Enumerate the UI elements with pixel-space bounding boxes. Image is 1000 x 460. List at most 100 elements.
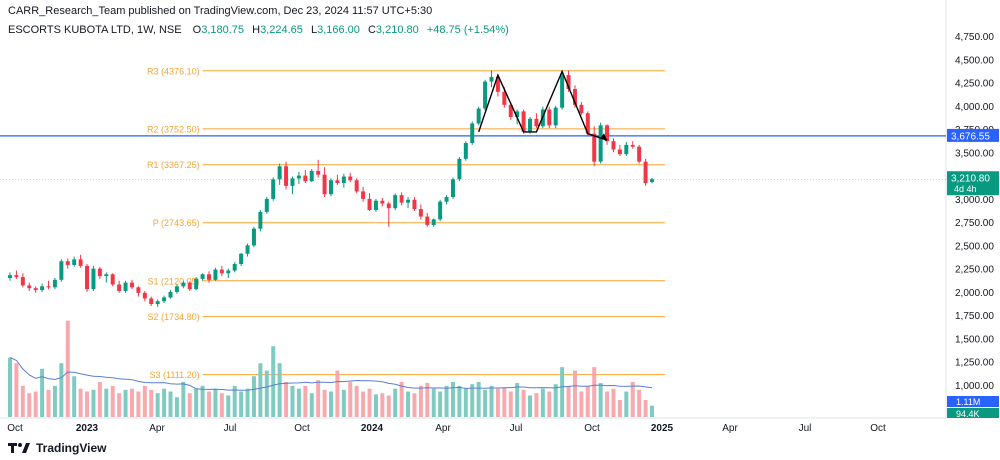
y-tick-label: 2,250.00 xyxy=(955,265,994,276)
candle-body xyxy=(258,211,263,229)
volume-bar xyxy=(637,389,642,417)
pivot-label: S2 (1734.80) xyxy=(148,312,200,322)
low-value: 3,166.00 xyxy=(317,24,360,36)
volume-bar xyxy=(495,388,500,417)
tradingview-logo-icon xyxy=(8,442,30,454)
volume-bar xyxy=(579,391,584,417)
x-tick-label: 2024 xyxy=(361,423,384,434)
volume-bar xyxy=(367,388,372,417)
volume-bar xyxy=(386,395,391,417)
candle-body xyxy=(78,259,83,266)
candle-body xyxy=(489,76,494,82)
candle-body xyxy=(560,75,565,108)
pivot-label: P (2743.65) xyxy=(153,218,200,228)
volume-bar xyxy=(129,388,134,417)
x-tick-label: Apr xyxy=(149,423,165,434)
candle-body xyxy=(155,301,160,305)
volume-bar xyxy=(251,376,256,417)
candle-body xyxy=(33,288,38,291)
candle-body xyxy=(450,179,455,198)
volume-bar xyxy=(373,394,378,417)
candle-body xyxy=(142,292,147,299)
volume-bar xyxy=(418,385,423,417)
candle-body xyxy=(354,180,359,192)
symbol-label[interactable]: ESCORTS KUBOTA LTD, 1W, NSE xyxy=(8,24,182,36)
volume-bar xyxy=(303,385,308,417)
volume-bar xyxy=(97,381,102,417)
last-price-label: 3,210.80 xyxy=(951,174,990,185)
candle-body xyxy=(97,268,102,277)
volume-bar xyxy=(168,391,173,417)
high-value: 3,224.65 xyxy=(260,24,303,36)
candle-body xyxy=(444,197,449,202)
volume-bar xyxy=(219,393,224,417)
volume-bar xyxy=(78,388,83,417)
volume-bar xyxy=(232,385,237,417)
volume-bar xyxy=(560,367,565,417)
volume-bar xyxy=(226,395,231,417)
volume-bar xyxy=(329,391,333,417)
x-tick-label: Jul xyxy=(224,423,237,434)
y-tick-label: 4,750.00 xyxy=(955,32,994,43)
pivot-label: S3 (1111.20) xyxy=(150,370,200,380)
volume-bar xyxy=(72,376,77,417)
tradingview-branding[interactable]: TradingView xyxy=(8,441,106,455)
volume-bar xyxy=(598,383,603,417)
candle-body xyxy=(194,278,199,290)
y-tick-label: 1,250.00 xyxy=(955,358,994,369)
candle-body xyxy=(85,265,90,290)
candle-body xyxy=(245,245,250,254)
volume-bar xyxy=(174,397,179,417)
volume-bar xyxy=(393,388,398,417)
close-value: 3,210.80 xyxy=(375,24,419,36)
candle-body xyxy=(630,144,635,147)
candle-body xyxy=(104,274,109,277)
candle-body xyxy=(271,179,276,199)
pivot-label: S1 (2120.05) xyxy=(148,276,200,286)
candle-body xyxy=(329,180,333,195)
candle-body xyxy=(213,269,218,280)
candle-body xyxy=(605,125,610,142)
volume-bar xyxy=(40,368,45,417)
countdown-label: 4d 4h xyxy=(954,184,977,194)
volume-bar xyxy=(502,387,507,417)
candle-body xyxy=(373,200,378,211)
volume-bar xyxy=(476,381,481,417)
candle-body xyxy=(528,118,533,132)
y-tick-label: 4,500.00 xyxy=(955,55,994,66)
candle-body xyxy=(643,161,648,184)
volume-bar xyxy=(110,385,115,417)
y-tick-label: 3,000.00 xyxy=(955,195,994,206)
volume-bar xyxy=(547,391,552,417)
candle-body xyxy=(553,107,558,126)
volume-bar xyxy=(59,363,64,417)
ohlc-legend: ESCORTS KUBOTA LTD, 1W, NSE O3,180.75 H3… xyxy=(8,24,514,36)
volume-bar xyxy=(592,367,597,417)
volume-bar xyxy=(46,389,51,417)
open-value: 3,180.75 xyxy=(201,24,245,36)
volume-bar xyxy=(309,393,314,417)
candle-body xyxy=(136,287,141,293)
candle-body xyxy=(367,198,372,211)
candle-body xyxy=(110,274,115,285)
volume-bar xyxy=(650,405,654,417)
volume-bar xyxy=(284,381,289,417)
candle-body xyxy=(457,158,462,180)
candle-body xyxy=(290,178,295,186)
candle-body xyxy=(65,261,70,265)
volume-bar xyxy=(534,393,539,417)
volume-bar xyxy=(624,391,629,417)
volume-bar xyxy=(425,383,430,417)
volume-bar xyxy=(316,380,321,417)
candle-body xyxy=(412,199,417,210)
volume-bar xyxy=(104,388,109,417)
volume-bar xyxy=(585,385,590,417)
candle-body xyxy=(187,282,192,290)
y-tick-label: 4,000.00 xyxy=(955,102,994,113)
candle-body xyxy=(200,274,205,279)
candle-body xyxy=(476,108,481,124)
volume-bar xyxy=(540,388,545,417)
candle-body xyxy=(547,109,552,126)
candle-body xyxy=(335,180,340,184)
